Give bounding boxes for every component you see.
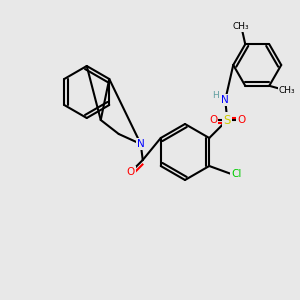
Text: O: O [127, 167, 135, 177]
Text: CH₃: CH₃ [233, 22, 250, 31]
Text: N: N [221, 95, 229, 105]
Text: H: H [212, 91, 219, 100]
Text: Cl: Cl [231, 169, 242, 179]
Text: O: O [209, 115, 218, 125]
Text: S: S [224, 113, 231, 127]
Text: O: O [237, 115, 245, 125]
Text: N: N [137, 139, 145, 149]
Text: CH₃: CH₃ [279, 86, 296, 95]
